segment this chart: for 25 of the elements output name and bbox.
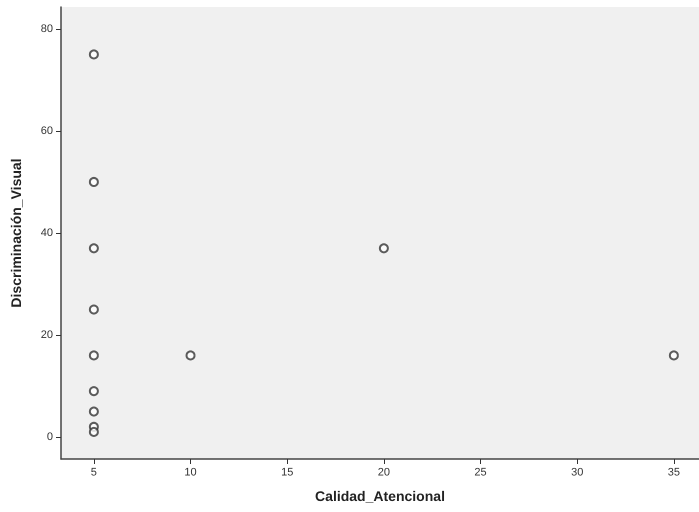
y-tick-label: 0: [46, 431, 53, 444]
x-tick-label: 10: [184, 466, 197, 478]
point: [186, 350, 196, 360]
y-tick-label: 60: [40, 124, 53, 137]
x-axis-title: Calidad_Atencional: [315, 488, 445, 504]
y-tick-label: 20: [40, 329, 53, 342]
x-tick-label: 25: [474, 466, 487, 478]
x-tick-label: 15: [281, 466, 294, 478]
point: [88, 49, 99, 60]
y-tick-label: 80: [40, 22, 53, 35]
x-tick-label: 20: [378, 466, 390, 478]
x-tick-label: 30: [571, 466, 584, 478]
point: [88, 304, 99, 315]
y-axis-title: Discriminación_Visual: [8, 158, 24, 308]
x-tick-label: 5: [90, 466, 97, 478]
point: [88, 176, 99, 187]
point: [668, 350, 679, 360]
y-tick-label: 40: [40, 227, 53, 239]
x-tick-label: 35: [668, 466, 680, 478]
point: [88, 386, 99, 396]
point: [378, 243, 389, 254]
point: [88, 243, 99, 254]
point: [88, 350, 99, 360]
point: [88, 406, 99, 417]
point: [88, 426, 99, 437]
